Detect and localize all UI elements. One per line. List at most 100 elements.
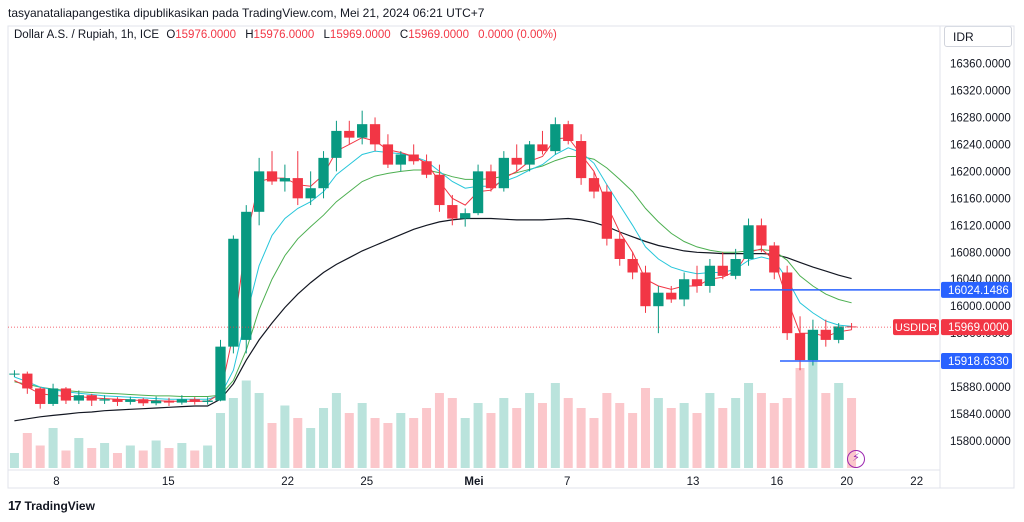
volume-bar bbox=[61, 450, 71, 468]
y-tick-label: 15880.0000 bbox=[950, 382, 1011, 394]
ohlc-low: L15969.0000 bbox=[323, 29, 391, 41]
volume-bar bbox=[782, 398, 792, 468]
candle-body bbox=[35, 388, 46, 404]
candle-body bbox=[447, 205, 458, 219]
y-tick-label: 16160.0000 bbox=[950, 193, 1011, 205]
candle-body bbox=[73, 395, 84, 401]
ohlc-open: O15976.0000 bbox=[166, 29, 237, 41]
volume-bar bbox=[666, 408, 676, 468]
candle-body bbox=[524, 144, 535, 165]
y-tick-label: 16200.0000 bbox=[950, 166, 1011, 178]
level-price-tag-text: 15918.6330 bbox=[948, 356, 1009, 368]
tradingview-logo: 17 TradingView bbox=[8, 498, 95, 513]
volume-bar bbox=[203, 445, 213, 468]
volume-bar bbox=[589, 418, 599, 468]
candle-body bbox=[47, 388, 59, 404]
candle-body bbox=[756, 225, 767, 246]
candle-body bbox=[653, 292, 664, 307]
x-tick-label: 15 bbox=[162, 476, 175, 488]
y-tick-label: 15800.0000 bbox=[950, 436, 1011, 448]
candle-body bbox=[266, 171, 278, 182]
ohlc-change: 0.0000 (0.00%) bbox=[478, 29, 557, 41]
candle-body bbox=[537, 144, 548, 152]
volume-bar bbox=[331, 393, 341, 468]
candle-body bbox=[794, 333, 806, 361]
y-tick-label: 16000.0000 bbox=[950, 301, 1011, 313]
symbol-title: Dollar A.S. / Rupiah, 1h, ICE bbox=[14, 29, 160, 41]
y-tick-label: 16320.0000 bbox=[950, 85, 1011, 97]
volume-bar bbox=[422, 408, 432, 468]
volume-bar bbox=[615, 403, 625, 468]
volume-bar bbox=[357, 403, 367, 468]
candle-body bbox=[640, 272, 651, 307]
symbol-tag-text: USDIDR bbox=[895, 322, 937, 334]
ohlc-legend: Dollar A.S. / Rupiah, 1h, ICE O15976.000… bbox=[14, 29, 563, 41]
candle-body bbox=[421, 161, 432, 175]
candle-body bbox=[176, 399, 188, 403]
volume-bar bbox=[744, 383, 754, 468]
volume-bar bbox=[847, 398, 857, 468]
candle-body bbox=[112, 399, 123, 402]
candle-body bbox=[60, 388, 72, 401]
symbol-tag bbox=[893, 319, 939, 336]
candle-body bbox=[150, 400, 162, 404]
volume-bar bbox=[254, 393, 264, 468]
volume-bar bbox=[486, 413, 496, 468]
volume-bar bbox=[48, 428, 58, 468]
x-tick-label: 20 bbox=[840, 476, 853, 488]
y-tick-label: 16240.0000 bbox=[950, 139, 1011, 151]
candle-body bbox=[769, 245, 780, 273]
candle-body bbox=[86, 395, 97, 401]
volume-bar bbox=[112, 453, 122, 468]
x-tick-label: Mei bbox=[464, 476, 483, 488]
candle-body bbox=[305, 188, 316, 199]
candle-body bbox=[434, 174, 445, 206]
volume-bar bbox=[705, 393, 715, 468]
x-tick-label: 8 bbox=[53, 476, 59, 488]
lightning-icon[interactable]: ⚡ bbox=[847, 450, 865, 468]
volume-bar bbox=[834, 383, 844, 468]
candle-body bbox=[369, 124, 381, 145]
volume-bar bbox=[151, 440, 161, 468]
chart-frame bbox=[7, 25, 1015, 489]
x-tick-label: 13 bbox=[687, 476, 700, 488]
level-price-tag bbox=[941, 353, 1012, 370]
volume-bar bbox=[319, 408, 329, 468]
candle-body bbox=[395, 154, 406, 165]
volume-bar bbox=[293, 418, 303, 468]
candle-body bbox=[215, 346, 226, 401]
volume-bar bbox=[512, 408, 522, 468]
candle-body bbox=[678, 279, 690, 300]
volume-bar bbox=[434, 393, 444, 468]
x-tick-label: 22 bbox=[281, 476, 294, 488]
candle-body bbox=[253, 171, 265, 212]
candle-body bbox=[730, 259, 741, 276]
volume-bar bbox=[9, 453, 19, 468]
volume-bar bbox=[370, 418, 380, 468]
volume-bar bbox=[563, 398, 573, 468]
volume-bar bbox=[692, 413, 702, 468]
price-tag bbox=[941, 319, 1012, 336]
volume-bar bbox=[383, 423, 393, 468]
volume-bar bbox=[164, 448, 174, 468]
candle-body bbox=[228, 238, 239, 347]
volume-bar bbox=[215, 413, 226, 468]
candle-body bbox=[344, 130, 355, 138]
candle-body bbox=[292, 178, 303, 199]
candle-body bbox=[743, 225, 754, 259]
volume-bar bbox=[795, 368, 805, 468]
volume-bar bbox=[241, 380, 251, 468]
candle-body bbox=[318, 157, 329, 189]
candle-body bbox=[833, 326, 844, 340]
candle-body bbox=[125, 399, 136, 402]
volume-bar bbox=[396, 413, 406, 468]
volume-bar bbox=[731, 398, 741, 468]
x-tick-label: 16 bbox=[771, 476, 784, 488]
candle-body bbox=[241, 211, 252, 340]
candle-body bbox=[627, 259, 638, 273]
candle-body bbox=[99, 399, 110, 401]
sma-long-line bbox=[14, 217, 852, 422]
candle-body bbox=[511, 157, 522, 165]
volume-bar bbox=[718, 408, 728, 468]
